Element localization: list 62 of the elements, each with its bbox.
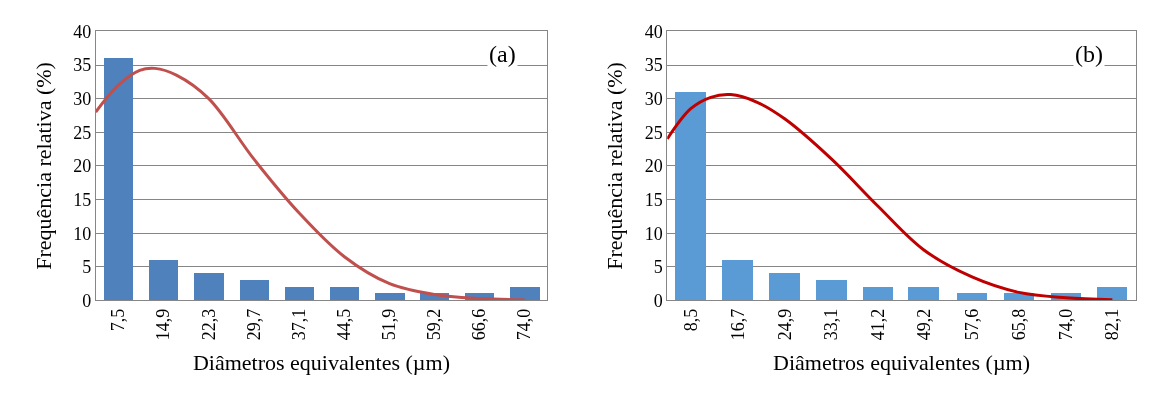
- line-series: [95, 66, 527, 301]
- x-tick-label: 41,2: [867, 308, 888, 341]
- y-tick-label: 35: [73, 55, 92, 76]
- y-tick-label: 20: [73, 156, 92, 177]
- bar: [816, 280, 848, 301]
- x-tick-label: 33,1: [821, 308, 842, 341]
- x-tick-label: 7,5: [108, 308, 129, 332]
- y-tick-label: 5: [82, 257, 92, 278]
- y-axis-title: Frequência relativa (%): [30, 62, 56, 270]
- y-tick-label: 0: [653, 290, 663, 311]
- x-tick-label: 37,1: [289, 308, 310, 341]
- bar: [329, 287, 359, 301]
- y-tick-label: 15: [644, 189, 663, 210]
- y-tick-label: 10: [73, 223, 92, 244]
- bar: [148, 260, 178, 301]
- x-tick-label: 22,3: [198, 308, 219, 341]
- x-tick-label: 24,9: [774, 308, 795, 341]
- x-tick-label: 16,7: [727, 308, 748, 341]
- bar: [769, 273, 801, 301]
- bar: [863, 287, 894, 301]
- y-tick-label: 5: [653, 257, 663, 278]
- bar: [374, 293, 405, 301]
- x-tick-label: 74,0: [514, 308, 535, 341]
- y-tick-label: 35: [644, 55, 663, 76]
- x-tick-label: 65,8: [1008, 308, 1029, 341]
- bar: [957, 293, 988, 301]
- bar: [722, 260, 754, 301]
- x-axis-title: Diâmetros equivalentes (µm): [192, 350, 450, 376]
- y-tick-label: 25: [73, 122, 92, 143]
- y-axis-title: Frequência relativa (%): [602, 62, 628, 270]
- annotation: (a): [489, 41, 516, 67]
- y-tick-label: 20: [644, 156, 663, 177]
- x-tick-label: 14,9: [153, 308, 174, 341]
- x-tick-label: 57,6: [961, 308, 982, 341]
- bar: [193, 273, 224, 301]
- x-tick-label: 49,2: [913, 308, 934, 341]
- bar: [509, 287, 540, 301]
- x-tick-label: 66,6: [469, 308, 490, 341]
- x-tick-label: 82,1: [1102, 308, 1123, 341]
- x-tick-label: 8,5: [680, 308, 701, 332]
- bar: [103, 58, 133, 301]
- annotation: (b): [1075, 41, 1103, 67]
- bar: [284, 287, 314, 301]
- x-tick-label: 74,0: [1055, 308, 1076, 341]
- bar: [908, 287, 940, 301]
- x-tick-label: 51,9: [379, 308, 400, 341]
- y-tick-label: 40: [644, 21, 663, 42]
- line-series: [667, 92, 1114, 301]
- x-tick-label: 29,7: [243, 308, 264, 341]
- bar: [1097, 287, 1128, 301]
- x-axis-title: Diâmetros equivalentes (µm): [773, 350, 1031, 376]
- bar: [239, 280, 269, 301]
- y-tick-label: 0: [82, 290, 92, 311]
- x-tick-label: 44,5: [334, 308, 355, 341]
- y-tick-label: 25: [644, 122, 663, 143]
- x-tick-label: 59,2: [424, 308, 445, 341]
- bar: [675, 92, 707, 301]
- y-tick-label: 10: [644, 223, 663, 244]
- y-tick-label: 40: [73, 21, 92, 42]
- y-tick-label: 30: [644, 88, 663, 109]
- y-tick-label: 15: [73, 189, 92, 210]
- y-tick-label: 30: [73, 88, 92, 109]
